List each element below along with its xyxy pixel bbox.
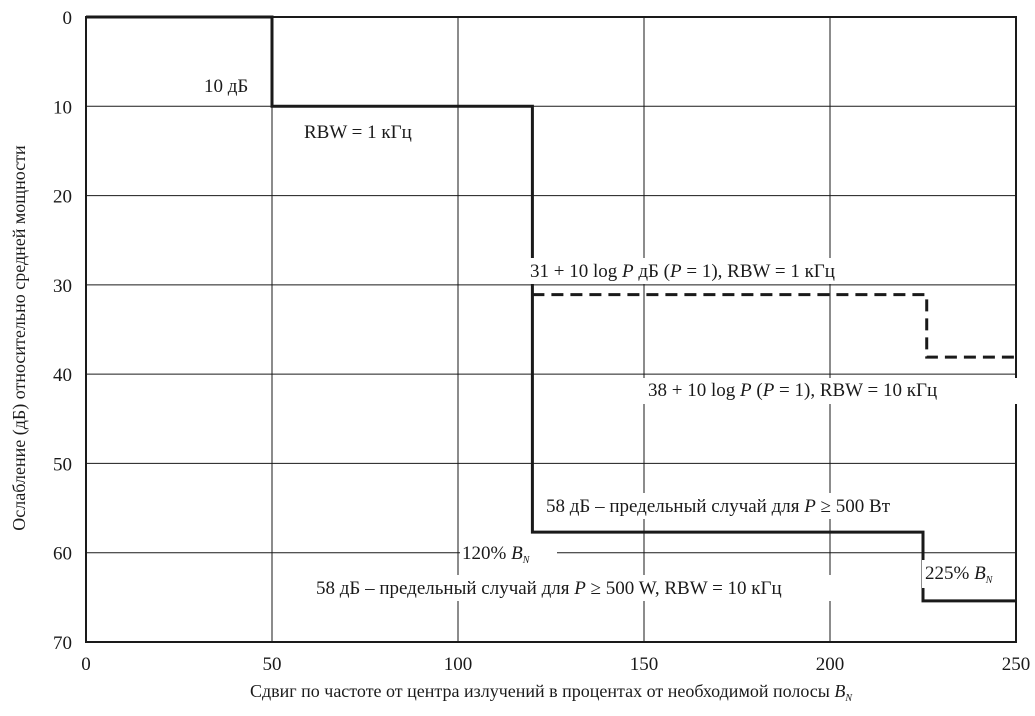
- y-axis-title: Ослабление (дБ) относительно средней мощ…: [9, 145, 30, 531]
- annotation-10db: 10 дБ: [200, 73, 266, 99]
- annotation-120-bn: 120% BN: [460, 541, 557, 567]
- series-dashed-line: [532, 293, 1016, 359]
- grid: [86, 17, 1016, 642]
- annotation-58db-vt-text: 58 дБ – предельный случай для P ≥ 500 Вт: [546, 496, 891, 517]
- x-tick-label: 200: [816, 654, 845, 675]
- annotation-120-bn-text: 120% BN: [462, 543, 531, 566]
- y-tick-label: 70: [53, 633, 72, 654]
- x-tick-label: 0: [81, 654, 91, 675]
- series: [86, 15, 1016, 603]
- y-tick-label: 20: [53, 187, 72, 208]
- annotation-38db: 38 + 10 log P (P = 1), RBW = 10 кГц: [642, 378, 1020, 404]
- x-tick-label: 250: [1002, 654, 1031, 675]
- plot-frame: [85, 16, 1017, 643]
- x-axis-title: Сдвиг по частоте от центра излучений в п…: [250, 681, 853, 704]
- annotation-rbw-1khz-text: RBW = 1 кГц: [304, 122, 412, 143]
- annotation-58db-w: 58 дБ – предельный случай для P ≥ 500 W,…: [312, 575, 912, 601]
- x-tick-label: 100: [444, 654, 473, 675]
- series-solid-line: [86, 15, 1016, 603]
- annotation-58db-vt: 58 дБ – предельный случай для P ≥ 500 Вт: [541, 493, 991, 519]
- x-tick-label: 50: [263, 654, 282, 675]
- annotation-31db: 31 + 10 log P дБ (P = 1), RBW = 1 кГц: [524, 258, 959, 284]
- annotation-225-bn-text: 225% BN: [925, 563, 994, 586]
- annotation-225-bn: 225% BN: [922, 560, 1014, 588]
- y-tick-label: 50: [53, 454, 72, 475]
- annotation-31db-text: 31 + 10 log P дБ (P = 1), RBW = 1 кГц: [530, 261, 835, 282]
- y-tick-label: 40: [53, 365, 72, 386]
- y-tick-label: 10: [53, 97, 72, 118]
- y-tick-label: 0: [63, 8, 73, 29]
- annotation-10db-text: 10 дБ: [204, 76, 248, 97]
- y-tick-label: 60: [53, 544, 72, 565]
- tick-labels: 0 50 100 150 200 250 0 10 20 30 40 50 60 70: [53, 8, 1030, 675]
- x-tick-label: 150: [630, 654, 659, 675]
- annotation-rbw-1khz: RBW = 1 кГц: [304, 122, 412, 143]
- annotation-58db-w-text: 58 дБ – предельный случай для P ≥ 500 W,…: [316, 578, 782, 599]
- y-tick-label: 30: [53, 276, 72, 297]
- annotation-38db-text: 38 + 10 log P (P = 1), RBW = 10 кГц: [648, 380, 937, 401]
